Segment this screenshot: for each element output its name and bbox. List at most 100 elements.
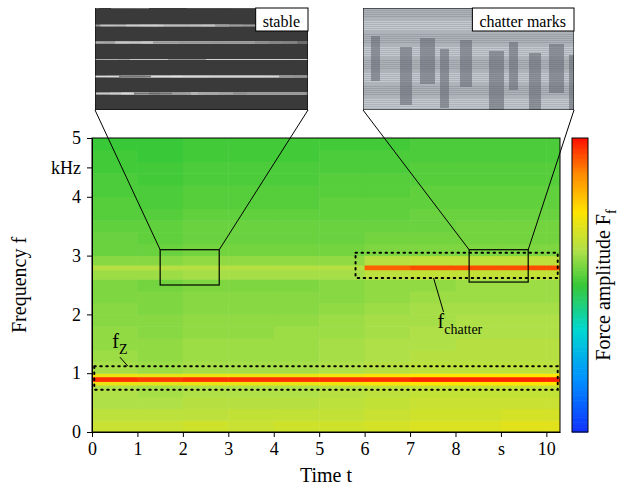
heatmap-cell xyxy=(228,270,274,280)
heatmap-cell xyxy=(92,373,138,377)
connector xyxy=(363,110,469,250)
photo-ground xyxy=(363,8,574,110)
heatmap-cell xyxy=(228,232,274,244)
heatmap-cell xyxy=(546,303,560,315)
heatmap xyxy=(92,138,560,432)
heatmap-cell xyxy=(183,265,229,270)
heatmap-cell xyxy=(319,162,365,174)
heatmap-cell xyxy=(137,162,183,174)
heatmap-cell xyxy=(546,173,560,185)
heatmap-cell xyxy=(137,326,183,338)
heatmap-cell xyxy=(410,150,456,162)
photo-mark xyxy=(569,55,574,110)
heatmap-cell xyxy=(319,173,365,185)
heatmap-cell xyxy=(365,397,411,409)
inset-region xyxy=(160,250,219,285)
tick-mark xyxy=(92,432,93,437)
connector xyxy=(219,110,308,250)
heatmap-cell xyxy=(319,197,365,209)
tick-label: 0 xyxy=(72,422,81,442)
heatmap-cell xyxy=(228,381,274,385)
tick: 0 xyxy=(72,422,92,442)
heatmap-cell xyxy=(319,256,365,266)
inset-label-box xyxy=(256,8,308,31)
photo-mark xyxy=(400,47,412,105)
heatmap-cell xyxy=(137,381,183,385)
heatmap-cell xyxy=(546,314,560,326)
heatmap-cell xyxy=(455,385,501,397)
heatmap-cell xyxy=(274,314,320,326)
label: fZ xyxy=(112,330,127,357)
heatmap-cell xyxy=(274,265,320,270)
heatmap-cell xyxy=(410,138,456,150)
annotations: fZfchatter xyxy=(94,253,557,390)
heatmap-cell xyxy=(183,385,229,397)
connector xyxy=(95,110,160,250)
heatmap-cell xyxy=(92,361,138,373)
photo-frame xyxy=(363,8,574,110)
heatmap-cell xyxy=(410,361,456,373)
tick-label: 2 xyxy=(72,305,81,325)
tick-mark xyxy=(87,197,92,198)
heatmap-cell xyxy=(92,209,138,221)
heatmap-cell xyxy=(183,420,229,432)
heatmap-cell xyxy=(183,150,229,162)
label-subscript: f xyxy=(604,209,619,214)
heatmap-cell xyxy=(319,279,365,291)
heatmap-cell xyxy=(410,408,456,420)
heatmap-cell xyxy=(546,397,560,409)
tick-mark xyxy=(274,432,275,437)
heatmap-cell xyxy=(183,173,229,185)
heatmap-cell xyxy=(410,338,456,350)
tick-label: 10 xyxy=(538,439,556,459)
heatmap-cell xyxy=(274,377,320,382)
heatmap-cell xyxy=(137,408,183,420)
heatmap-cell xyxy=(92,408,138,420)
photo-streak xyxy=(100,25,215,27)
heatmap-cell xyxy=(228,314,274,326)
photo-streak xyxy=(363,101,574,102)
heatmap-cell xyxy=(228,420,274,432)
heatmap-cell xyxy=(137,138,183,150)
heatmap-cell xyxy=(228,150,274,162)
tick-mark xyxy=(87,167,92,168)
heatmap-cell xyxy=(501,173,547,185)
heatmap-cell xyxy=(365,173,411,185)
tick: 7 xyxy=(406,432,415,459)
heatmap-cell xyxy=(365,232,411,244)
heatmap-cell xyxy=(365,185,411,197)
heatmap-cell xyxy=(183,326,229,338)
photo-streak xyxy=(363,34,574,35)
inset-label-box xyxy=(472,8,574,31)
tick-label: 3 xyxy=(224,439,233,459)
heatmap-cell xyxy=(546,232,560,244)
heatmap-cell xyxy=(319,408,365,420)
heatmap-cell xyxy=(319,150,365,162)
heatmap-cell xyxy=(455,162,501,174)
heatmap-cell xyxy=(183,291,229,303)
heatmap-cell xyxy=(274,256,320,266)
heatmap-cell xyxy=(137,185,183,197)
heatmap-cell xyxy=(365,385,411,397)
heatmap-cell xyxy=(501,162,547,174)
tick-label: 1 xyxy=(133,439,142,459)
x-axis-title: Time t xyxy=(300,464,353,486)
tick: 8 xyxy=(451,432,460,459)
heatmap-cell xyxy=(455,397,501,409)
heatmap-cell xyxy=(183,209,229,221)
heatmap-cell xyxy=(274,173,320,185)
y-axis-title: Frequency f xyxy=(8,237,31,333)
heatmap-cell xyxy=(365,220,411,232)
heatmap-cell xyxy=(319,303,365,315)
heatmap-cell xyxy=(546,279,560,291)
tick: 0 xyxy=(88,432,97,459)
heatmap-cell xyxy=(92,265,138,270)
heatmap-cell xyxy=(274,381,320,385)
photo-streak xyxy=(363,36,574,37)
connector xyxy=(528,110,574,250)
heatmap-cell xyxy=(274,397,320,409)
tick: 4 xyxy=(270,432,279,459)
y-axis: 01234kHz5 xyxy=(51,128,93,442)
heatmap-cell xyxy=(501,265,547,270)
heatmap-cell xyxy=(546,385,560,397)
